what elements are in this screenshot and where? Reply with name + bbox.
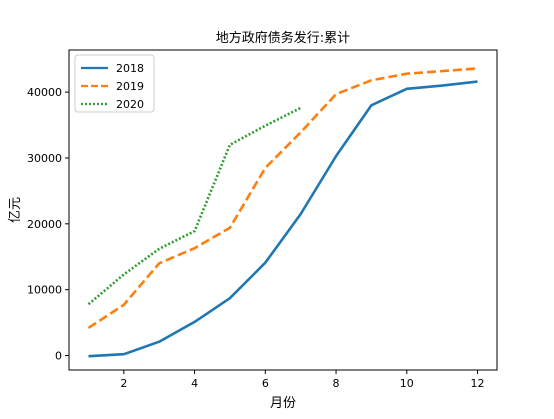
x-tick-label: 8: [333, 377, 340, 390]
y-tick-label: 20000: [27, 218, 62, 231]
chart-title: 地方政府债务发行:累计: [216, 30, 350, 46]
series-layer: [87, 67, 478, 358]
ticks-layer: 2 4 6 8 10 12 0 10000 20000 30000 40000: [27, 86, 485, 390]
legend-label-2018: 2018: [116, 62, 144, 75]
y-tick-label: 40000: [27, 86, 62, 99]
x-tick-label: 2: [120, 377, 127, 390]
legend-label-2019: 2019: [116, 80, 144, 93]
y-tick-label: 10000: [27, 284, 62, 297]
y-tick-label: 30000: [27, 152, 62, 165]
y-tick-label: 0: [55, 350, 62, 363]
legend-label-2020: 2020: [116, 98, 144, 111]
x-tick-label: 4: [191, 377, 198, 390]
x-tick-label: 12: [471, 377, 485, 390]
legend-box: [74, 54, 155, 113]
series-line-2020: [87, 106, 302, 306]
x-tick-label: 6: [262, 377, 269, 390]
x-axis-label: 月份: [270, 396, 296, 411]
x-tick-label: 10: [400, 377, 414, 390]
plot-frame: [68, 49, 498, 371]
y-axis-label: 亿元: [8, 197, 23, 223]
legend: 2018 2019 2020: [74, 54, 155, 113]
series-line-2018: [88, 80, 478, 358]
